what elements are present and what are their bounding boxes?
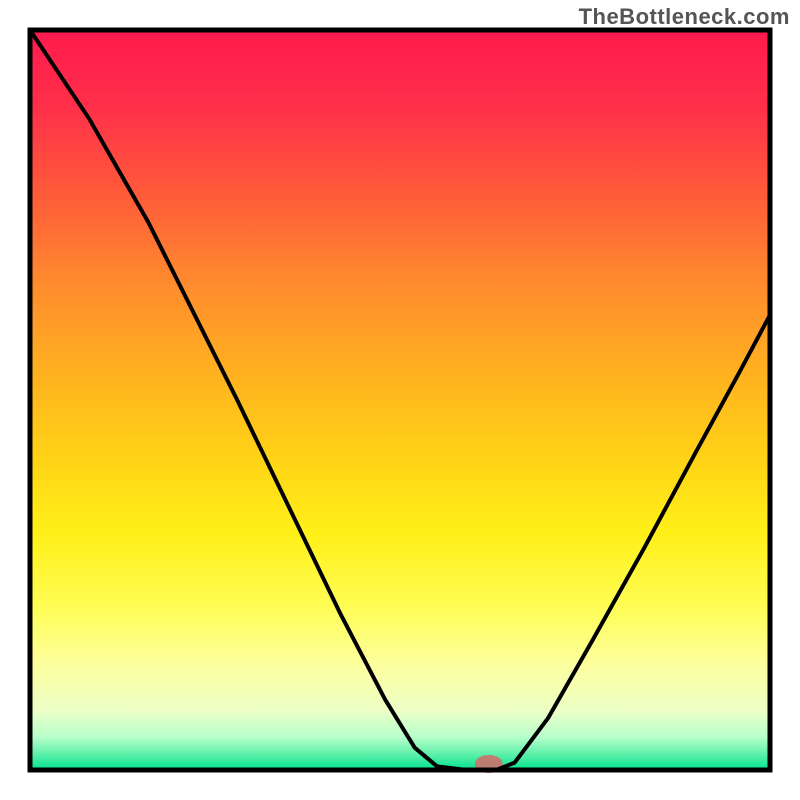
watermark-text: TheBottleneck.com: [579, 4, 790, 30]
chart-background: [30, 30, 770, 770]
bottleneck-chart: [0, 0, 800, 800]
